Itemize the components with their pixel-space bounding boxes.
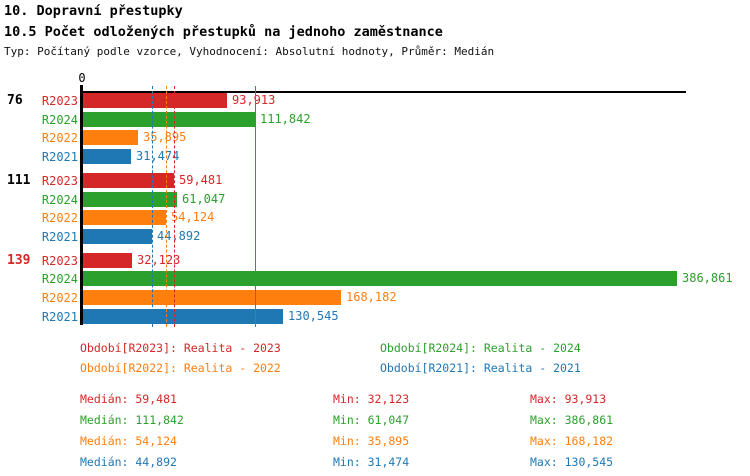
bar-r2022	[83, 290, 341, 305]
stat-min: Min: 61,047	[333, 413, 410, 427]
series-row-label-r2024: R2024	[41, 192, 78, 207]
series-row-label-r2021: R2021	[41, 150, 78, 165]
series-row-label-r2024: R2024	[41, 272, 78, 287]
bar-r2022	[83, 210, 166, 226]
bar-r2022	[83, 130, 138, 146]
median-line-r2021	[152, 86, 153, 327]
stat-min: Min: 35,895	[333, 434, 410, 448]
bar-value-label: 32,123	[137, 252, 181, 267]
legend-item: Období[R2021]: Realita - 2021	[380, 360, 581, 375]
page-title: 10. Dopravní přestupky	[4, 3, 183, 19]
statistics-table: Medián: 59,481 Min: 32,123 Max: 93,913 Medi…	[80, 392, 613, 476]
bar-r2024	[83, 111, 255, 127]
group-label: 111	[7, 172, 31, 188]
stat-min: Min: 31,474	[333, 455, 410, 469]
series-row-label-r2022: R2022	[41, 291, 78, 305]
bar-value-label: 168,182	[346, 290, 397, 304]
series-row-label-r2022: R2022	[41, 131, 78, 146]
stat-median: Medián: 111,842	[80, 413, 184, 427]
bar-r2023	[83, 172, 174, 188]
chart-meta-line: Typ: Počítaný podle vzorce, Vyhodnocení:…	[4, 45, 495, 58]
group-label: 76	[7, 93, 23, 108]
bar-r2021	[83, 308, 283, 324]
bar-r2023	[83, 93, 227, 108]
series-row-label-r2023: R2023	[41, 173, 78, 188]
legend: Období[R2023]: Realita - 2023 Období[R202…	[80, 341, 581, 380]
series-row-label-r2021: R2021	[41, 309, 78, 324]
group-label: 139	[7, 252, 31, 268]
stat-max: Max: 386,861	[530, 413, 614, 427]
bar-r2024	[83, 271, 677, 287]
bar-value-label: 130,545	[288, 308, 339, 323]
bar-r2021	[83, 149, 131, 165]
stat-median: Medián: 44,892	[80, 455, 177, 469]
median-line-r2022	[166, 86, 167, 327]
bar-value-label: 54,124	[171, 210, 215, 225]
bar-value-label: 31,474	[136, 149, 180, 164]
median-line-r2024	[255, 86, 256, 327]
stat-max: Max: 130,545	[530, 455, 614, 469]
series-row-label-r2022: R2022	[41, 211, 78, 226]
chart-subtitle: 10.5 Počet odložených přestupků na jedno…	[4, 24, 443, 40]
bar-value-label: 93,913	[232, 93, 276, 107]
bar-value-label: 386,861	[682, 271, 733, 286]
x-axis-zero-tick-label: 0	[78, 71, 86, 85]
legend-item: Období[R2023]: Realita - 2023	[80, 341, 281, 355]
bar-r2023	[83, 252, 132, 268]
stat-max: Max: 93,913	[530, 392, 607, 406]
series-row-label-r2021: R2021	[41, 229, 78, 244]
bar-value-label: 59,481	[179, 172, 223, 187]
bar-value-label: 35,895	[143, 130, 187, 145]
bar-value-label: 61,047	[182, 191, 226, 206]
stat-median: Medián: 54,124	[80, 434, 177, 448]
median-line-r2023	[174, 86, 175, 327]
series-row-label-r2023: R2023	[41, 253, 78, 268]
legend-item: Období[R2022]: Realita - 2022	[80, 360, 281, 375]
legend-item: Období[R2024]: Realita - 2024	[380, 341, 581, 355]
bar-r2024	[83, 191, 177, 207]
bar-value-label: 111,842	[260, 111, 311, 126]
stat-max: Max: 168,182	[530, 434, 614, 448]
stat-median: Medián: 59,481	[80, 392, 177, 406]
bar-value-label: 44,892	[157, 228, 201, 243]
series-row-label-r2024: R2024	[41, 112, 78, 127]
y-axis-line	[80, 85, 83, 325]
series-row-label-r2023: R2023	[41, 94, 78, 108]
x-axis-line	[80, 91, 686, 93]
stat-min: Min: 32,123	[333, 392, 410, 406]
bar-r2021	[83, 228, 152, 244]
